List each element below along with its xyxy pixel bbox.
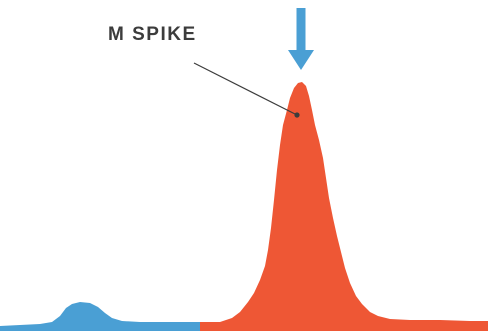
m-spike-peak-region: [200, 82, 488, 331]
m-spike-label: M SPIKE: [108, 24, 197, 45]
blue-baseline-region: [0, 302, 200, 331]
arrow-down-icon: [288, 8, 314, 70]
callout-leader-dot: [294, 112, 300, 118]
callout-leader-line: [193, 62, 298, 116]
